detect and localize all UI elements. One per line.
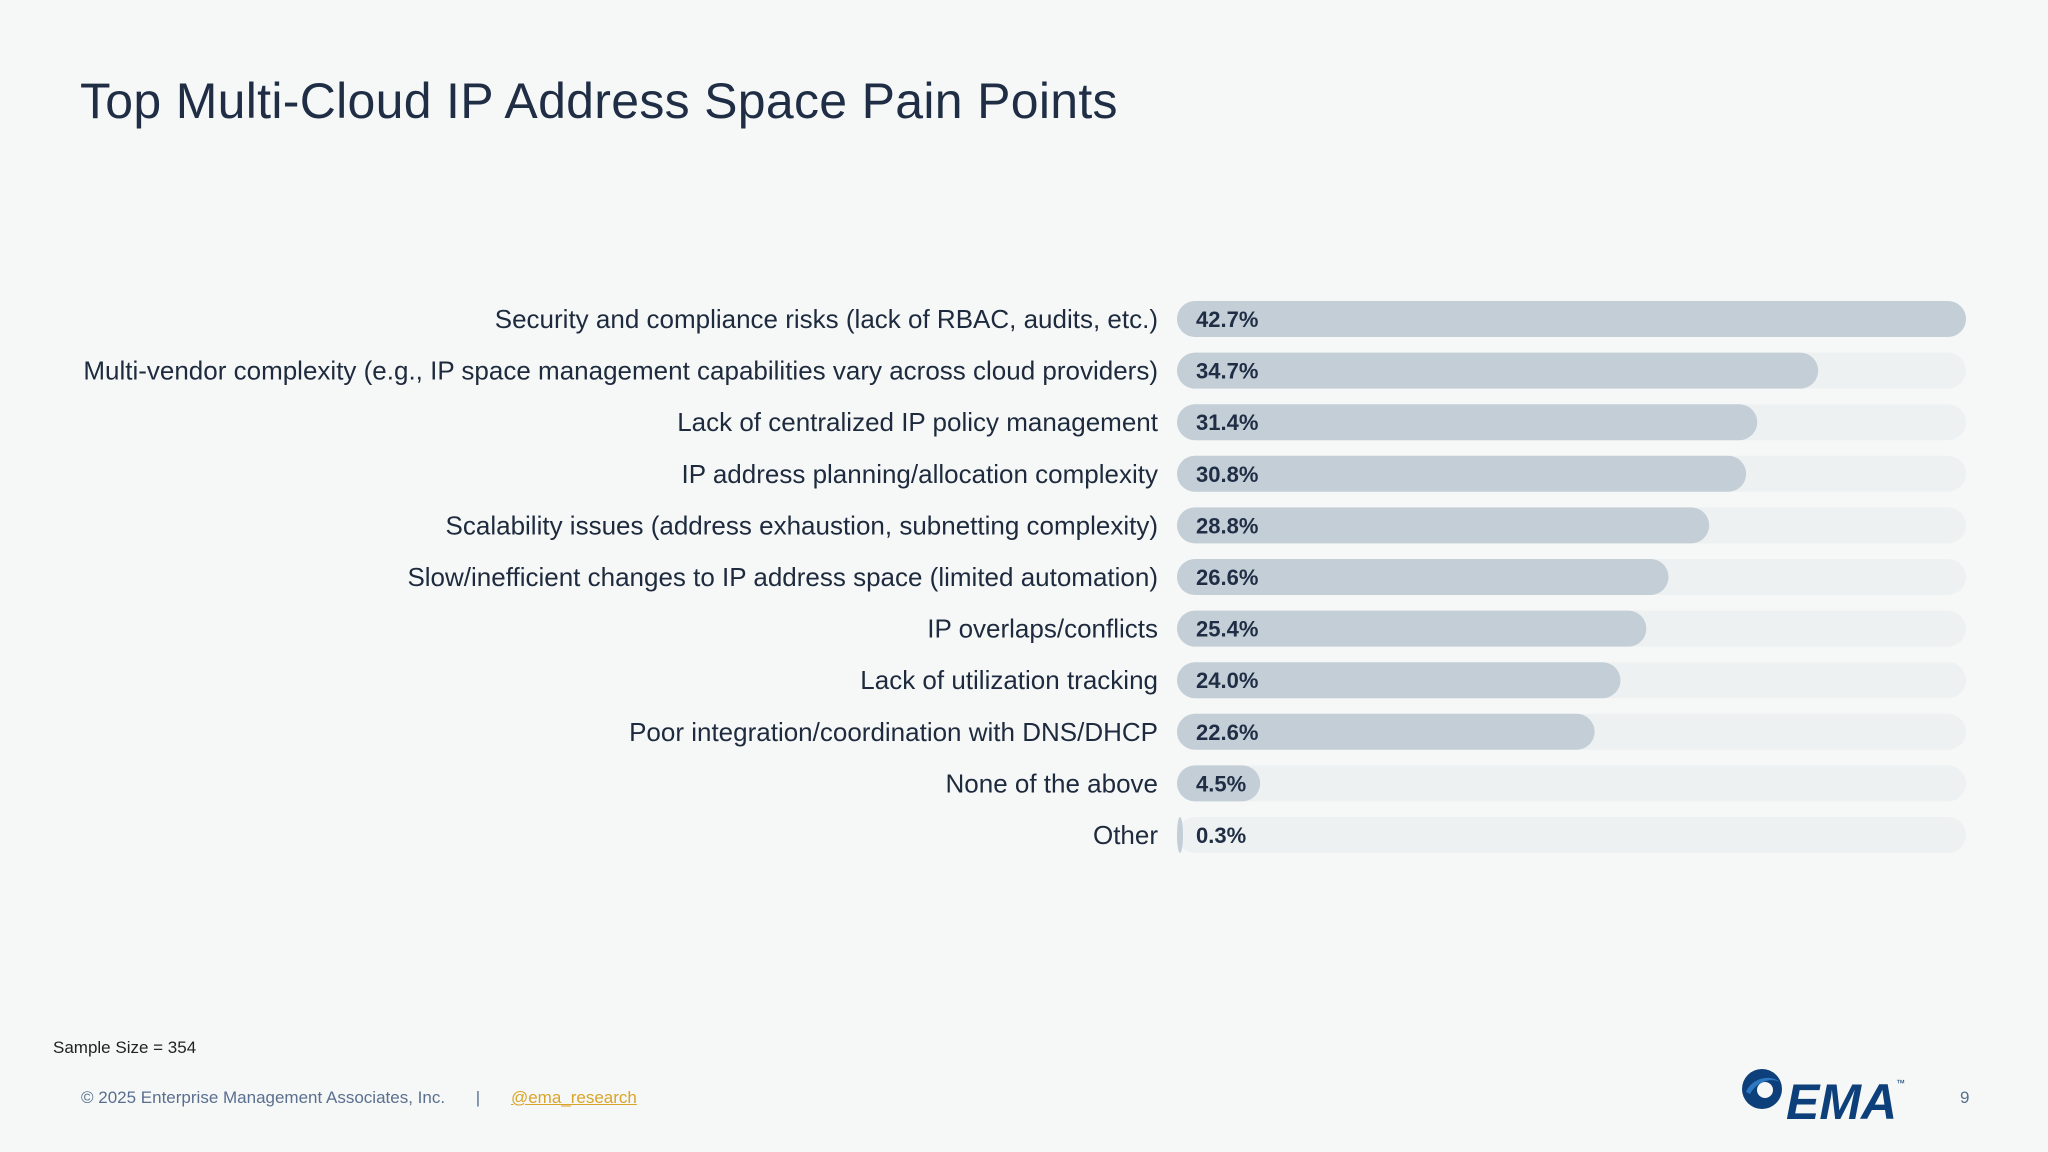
bar-track [1177, 817, 1966, 853]
bar-row: Other 0.3% [1093, 817, 1966, 853]
data-label: 34.7% [1196, 359, 1258, 384]
category-label: Slow/inefficient changes to IP address s… [407, 562, 1158, 592]
data-label: 22.6% [1196, 720, 1258, 745]
bar-row: Security and compliance risks (lack of R… [495, 301, 1966, 337]
data-label: 0.3% [1196, 823, 1246, 848]
data-label: 28.8% [1196, 513, 1258, 538]
bar [1177, 404, 1758, 441]
category-label: Security and compliance risks (lack of R… [495, 304, 1158, 334]
category-label: Poor integration/coordination with DNS/D… [629, 717, 1158, 747]
data-label: 25.4% [1196, 617, 1258, 642]
footer-separator: | [475, 1088, 481, 1107]
bar [1177, 713, 1595, 750]
category-label: IP overlaps/conflicts [927, 614, 1158, 644]
bar-row: Scalability issues (address exhaustion, … [446, 507, 1966, 544]
bar-row: Poor integration/coordination with DNS/D… [629, 713, 1966, 750]
category-label: IP address planning/allocation complexit… [682, 459, 1158, 489]
logo-wordmark: EMA [1786, 1074, 1897, 1126]
data-label: 30.8% [1196, 462, 1258, 487]
category-label: Multi-vendor complexity (e.g., IP space … [83, 356, 1158, 386]
data-label: 24.0% [1196, 668, 1258, 693]
bar [1177, 817, 1183, 853]
social-handle-link[interactable]: @ema_research [510, 1088, 637, 1107]
bar-row: IP overlaps/conflicts 25.4% [927, 610, 1966, 647]
footer: © 2025 Enterprise Management Associates,… [81, 1088, 637, 1108]
bar-row: Lack of centralized IP policy management… [677, 404, 1966, 441]
bar [1177, 765, 1261, 802]
data-label: 31.4% [1196, 410, 1258, 435]
bar [1177, 610, 1647, 647]
category-label: Other [1093, 820, 1158, 850]
bar-row: IP address planning/allocation complexit… [682, 455, 1966, 492]
data-label: 4.5% [1196, 771, 1246, 796]
bar [1177, 662, 1621, 699]
category-label: None of the above [946, 768, 1159, 798]
data-label: 26.6% [1196, 565, 1258, 590]
logo-trademark: ™ [1896, 1078, 1905, 1088]
bar-row: Multi-vendor complexity (e.g., IP space … [83, 352, 1966, 389]
bar [1177, 301, 1966, 337]
logo-swirl-highlight [1746, 1077, 1780, 1094]
bar [1177, 352, 1819, 389]
bar-row: Lack of utilization tracking 24.0% [860, 662, 1966, 699]
data-label: 42.7% [1196, 307, 1258, 332]
bar [1177, 455, 1747, 492]
bar-track [1177, 765, 1966, 802]
logo-swirl-inner [1757, 1082, 1773, 1098]
page-number: 9 [1960, 1088, 1970, 1107]
category-label: Scalability issues (address exhaustion, … [446, 510, 1158, 540]
ema-logo: EMA ™ [1742, 1069, 1905, 1126]
category-label: Lack of centralized IP policy management [677, 407, 1159, 437]
page-title: Top Multi-Cloud IP Address Space Pain Po… [80, 73, 1118, 129]
sample-size-note: Sample Size = 354 [53, 1038, 197, 1057]
copyright-text: © 2025 Enterprise Management Associates,… [81, 1088, 446, 1107]
bar-row: None of the above 4.5% [946, 765, 1966, 802]
bar [1177, 559, 1669, 595]
bar [1177, 507, 1710, 544]
bar-row: Slow/inefficient changes to IP address s… [407, 559, 1966, 595]
category-label: Lack of utilization tracking [860, 665, 1158, 695]
